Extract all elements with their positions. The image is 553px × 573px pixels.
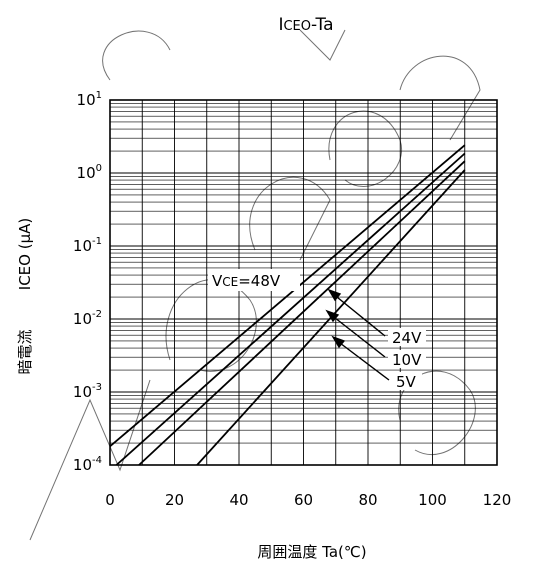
x-tick-labels: 0 20 40 60 80 100 120 [105,491,511,509]
y-tick-label: 10-2 [73,309,102,328]
annotation-24v: 24V [392,329,422,347]
x-tick-label: 20 [165,491,184,509]
plot-frame [109,99,498,466]
annotation-arrows [325,288,390,381]
x-tick-label: 100 [418,491,447,509]
y-axis-label: ICEO (μA) [16,218,34,290]
chart-title: ICEO-Ta [278,15,333,35]
x-axis-label: 周囲温度 Ta(℃) [257,543,366,561]
y-tick-label: 10-3 [73,382,102,401]
annotation-5v: 5V [396,373,417,391]
y-tick-label: 100 [77,163,102,182]
x-tick-label: 80 [358,491,377,509]
annotations: VCE=48V 24V 10V 5V [208,269,426,391]
series-lines [109,144,466,466]
y-tick-label: 10-1 [73,236,102,255]
x-tick-label: 0 [105,491,115,509]
annotation-10v: 10V [392,351,422,369]
series-line-2 [138,160,466,466]
y-axis-label-jp: 暗電流 [16,329,34,374]
annotation-vce48: VCE=48V [212,272,281,290]
y-tick-label: 10-4 [73,455,102,474]
y-tick-labels: 101 100 10-1 10-2 10-3 10-4 [73,90,102,474]
y-tick-label: 101 [77,90,102,109]
x-tick-label: 60 [294,491,313,509]
x-tick-label: 40 [229,491,248,509]
series-line-0 [109,144,466,448]
x-tick-label: 120 [483,491,512,509]
series-line-1 [115,152,466,466]
